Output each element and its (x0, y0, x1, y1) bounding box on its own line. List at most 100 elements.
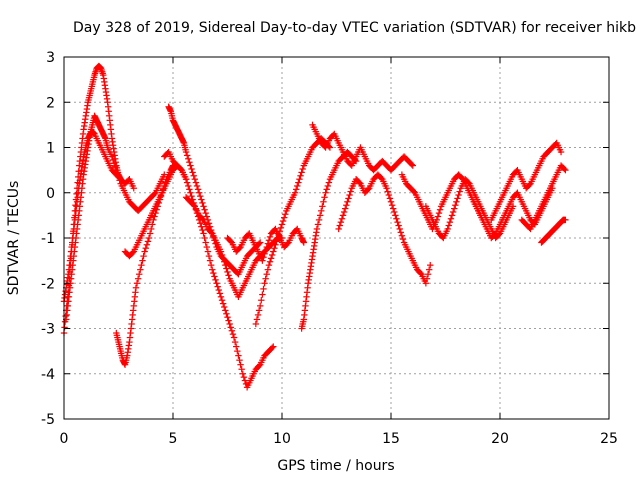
data-point (422, 280, 430, 287)
data-point (209, 266, 216, 273)
data-point (364, 186, 372, 193)
series-sat-track-6 (165, 103, 264, 278)
data-point (222, 307, 229, 314)
data-point (277, 224, 285, 232)
data-point (455, 191, 462, 199)
data-point (562, 216, 569, 224)
data-point (188, 165, 195, 173)
data-point (225, 272, 232, 279)
data-point (112, 163, 119, 170)
x-tick-label: 25 (600, 431, 618, 447)
data-point (392, 212, 399, 219)
data-point (213, 280, 220, 287)
data-point (410, 188, 418, 195)
data-point (272, 241, 279, 248)
data-point (298, 169, 305, 176)
data-point (198, 223, 205, 230)
data-point (336, 222, 343, 229)
x-tick-label: 5 (169, 431, 178, 447)
data-point (278, 221, 286, 228)
series-sat-track-5 (121, 162, 190, 260)
data-point (224, 268, 231, 276)
data-point (231, 338, 239, 346)
data-point (447, 215, 455, 222)
series-sat-track-16 (470, 185, 556, 242)
series-sat-track-12 (309, 121, 416, 174)
data-point (294, 182, 301, 190)
data-point (465, 179, 472, 186)
data-point (189, 169, 196, 176)
data-point (427, 261, 434, 269)
data-point (241, 377, 249, 384)
data-point (136, 271, 143, 278)
data-point (187, 189, 194, 196)
data-point (292, 186, 300, 193)
data-point (377, 174, 385, 182)
data-point (225, 317, 232, 324)
data-point (425, 266, 433, 273)
data-point (237, 361, 244, 368)
data-point (140, 252, 147, 260)
data-point (265, 261, 273, 269)
data-point (192, 179, 200, 186)
data-point (207, 229, 215, 236)
data-point (270, 343, 277, 350)
data-point (259, 291, 266, 298)
data-point (279, 217, 287, 225)
data-point (202, 209, 209, 217)
data-point (149, 221, 156, 228)
data-point (275, 231, 282, 238)
data-point (182, 175, 190, 183)
data-point (313, 225, 321, 233)
data-point (297, 172, 304, 179)
data-point (273, 238, 280, 245)
data-point (186, 159, 193, 166)
data-point (386, 195, 394, 202)
data-point (151, 190, 158, 198)
data-point (148, 225, 155, 233)
series-sat-track-19 (538, 216, 569, 246)
data-point (185, 182, 192, 190)
data-point (216, 290, 224, 297)
data-point (195, 189, 203, 196)
series-sat-track-17 (488, 139, 565, 224)
data-point (270, 248, 277, 255)
data-point (190, 172, 197, 179)
data-point (61, 324, 68, 331)
data-point (134, 275, 142, 282)
y-tick-label: 3 (46, 50, 55, 66)
data-point (295, 179, 302, 186)
data-point (73, 190, 80, 198)
y-axis-label: SDTVAR / TECUs (6, 181, 22, 296)
data-point (254, 311, 262, 319)
data-point (233, 343, 240, 350)
data-point (387, 198, 395, 205)
data-point (236, 356, 243, 364)
data-point (218, 251, 226, 259)
data-point (230, 334, 238, 341)
series-sat-track-7 (161, 148, 277, 391)
data-point (398, 232, 406, 239)
data-point (223, 310, 230, 317)
data-point (199, 215, 206, 222)
data-point (274, 234, 281, 242)
data-point (262, 247, 269, 254)
data-point (452, 201, 459, 209)
data-point (252, 320, 260, 328)
data-point (315, 216, 323, 224)
data-point (323, 186, 330, 193)
data-point (356, 179, 363, 186)
data-point (449, 208, 457, 216)
data-point (262, 275, 269, 282)
y-tick-label: -4 (41, 367, 55, 383)
ticks-layer: 0 5 10 15 20 25 -5 -4 -3 -2 -1 0 1 2 3 (41, 50, 618, 447)
data-point (217, 293, 225, 301)
data-point (424, 271, 432, 278)
data-point (261, 280, 268, 287)
data-point (197, 192, 204, 200)
data-point (133, 280, 141, 287)
series-sat-track-9 (224, 225, 307, 264)
chart-title: Day 328 of 2019, Sidereal Day-to-day VTE… (73, 20, 636, 36)
data-point (284, 240, 291, 247)
